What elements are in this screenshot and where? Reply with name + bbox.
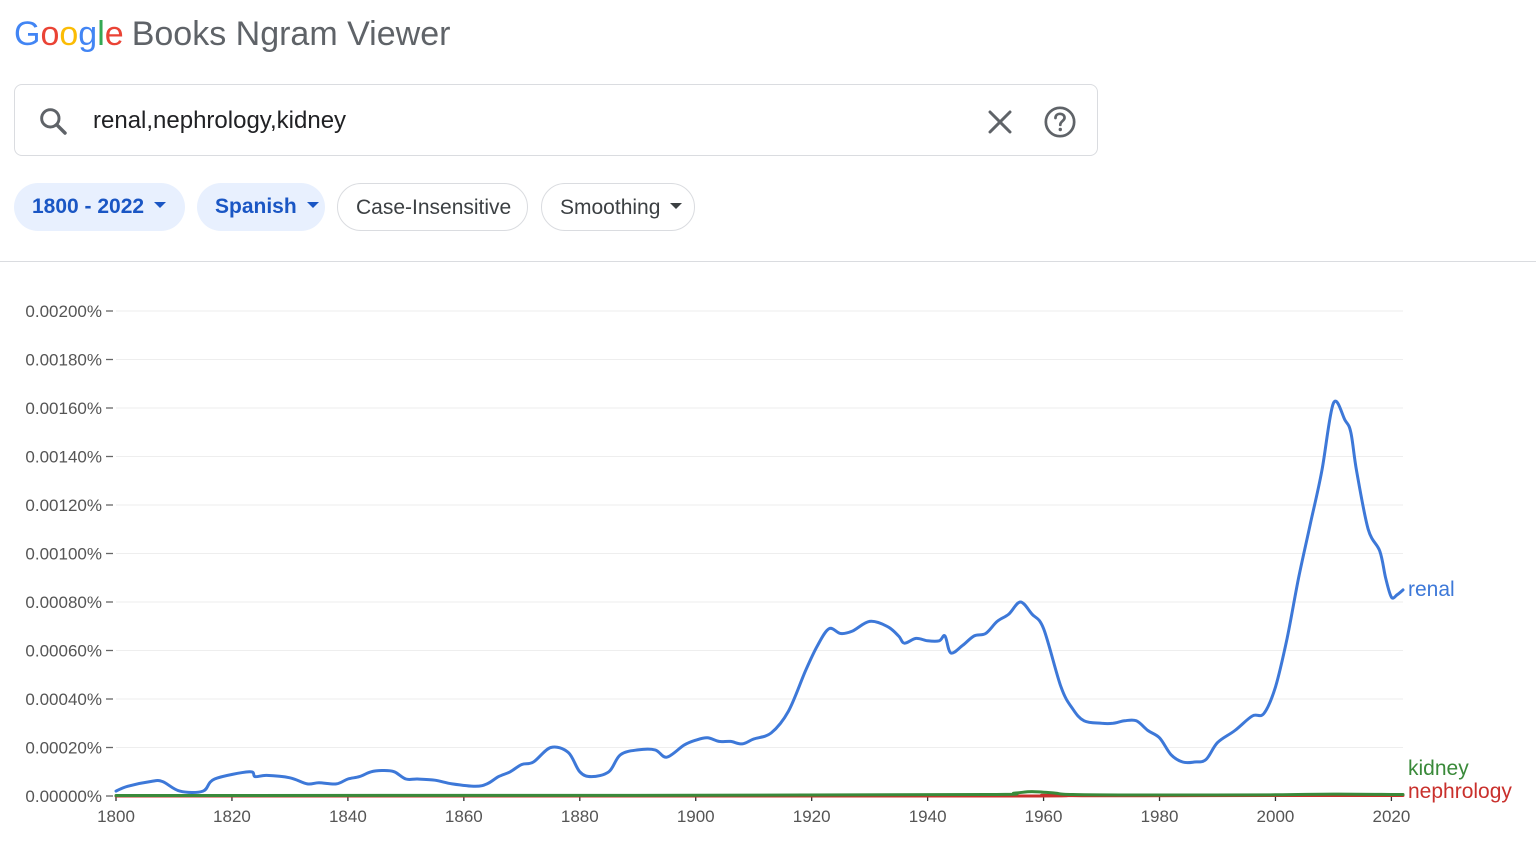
search-box[interactable]: renal,nephrology,kidney	[14, 84, 1098, 156]
y-tick-label: 0.00100%	[25, 545, 102, 564]
y-tick-label: 0.00160%	[25, 399, 102, 418]
app-title: Books Ngram Viewer	[131, 15, 451, 53]
x-tick-label: 2020	[1372, 807, 1410, 826]
y-tick-label: 0.00140%	[25, 448, 102, 467]
series-label-nephrology: nephrology	[1408, 780, 1512, 803]
chevron-down-icon	[306, 202, 319, 209]
x-tick-label: 1920	[793, 807, 831, 826]
y-tick-label: 0.00080%	[25, 593, 102, 612]
search-input[interactable]: renal,nephrology,kidney	[93, 107, 347, 134]
case-insensitive-toggle[interactable]: Case-Insensitive	[337, 183, 528, 231]
logo-letter: e	[104, 15, 124, 53]
corpus-dropdown[interactable]: Spanish	[197, 183, 325, 231]
search-icon[interactable]	[37, 105, 69, 137]
y-tick-label: 0.00180%	[25, 351, 102, 370]
logo-letter: o	[59, 15, 79, 53]
x-tick-label: 2000	[1257, 807, 1295, 826]
chevron-down-icon	[670, 203, 683, 210]
series-label-renal: renal	[1408, 578, 1455, 601]
ngram-chart: 0.00000% 0.00020% 0.00040% 0.00060% 0.00080%…	[25, 302, 1512, 826]
header-divider	[0, 261, 1536, 262]
x-tick-label: 1880	[561, 807, 599, 826]
x-tick-label: 1860	[445, 807, 483, 826]
series-line-renal	[114, 399, 1405, 795]
case-insensitive-label: Case-Insensitive	[356, 196, 512, 219]
x-tick-label: 1840	[329, 807, 367, 826]
y-tick-label: 0.00000%	[25, 787, 102, 806]
series-line-kidney	[114, 790, 1405, 797]
x-tick-label: 1900	[677, 807, 715, 826]
google-logo: Google	[14, 15, 124, 53]
y-tick-label: 0.00040%	[25, 690, 102, 709]
year-range-label: 1800 - 2022	[32, 195, 145, 218]
y-tick-label: 0.00200%	[25, 302, 102, 321]
smoothing-dropdown[interactable]: Smoothing	[541, 183, 695, 231]
close-icon[interactable]	[985, 107, 1015, 137]
y-tick-label: 0.00120%	[25, 496, 102, 515]
logo-letter: G	[14, 15, 41, 53]
series-label-kidney: kidney	[1408, 757, 1469, 780]
x-tick-label: 1960	[1025, 807, 1063, 826]
year-range-dropdown[interactable]: 1800 - 2022	[14, 183, 185, 231]
logo-letter: o	[40, 15, 60, 53]
logo-letter: l	[97, 15, 105, 53]
app-logo: Google Books Ngram Viewer	[14, 12, 450, 56]
y-tick-label: 0.00060%	[25, 642, 102, 661]
corpus-label: Spanish	[215, 195, 297, 218]
smoothing-label: Smoothing	[560, 196, 661, 219]
x-tick-label: 1820	[213, 807, 251, 826]
x-tick-label: 1800	[97, 807, 135, 826]
x-tick-label: 1980	[1141, 807, 1179, 826]
chevron-down-icon	[154, 202, 167, 209]
x-tick-label: 1940	[909, 807, 947, 826]
help-icon[interactable]	[1043, 105, 1077, 139]
y-tick-label: 0.00020%	[25, 739, 102, 758]
logo-letter: g	[78, 15, 98, 53]
